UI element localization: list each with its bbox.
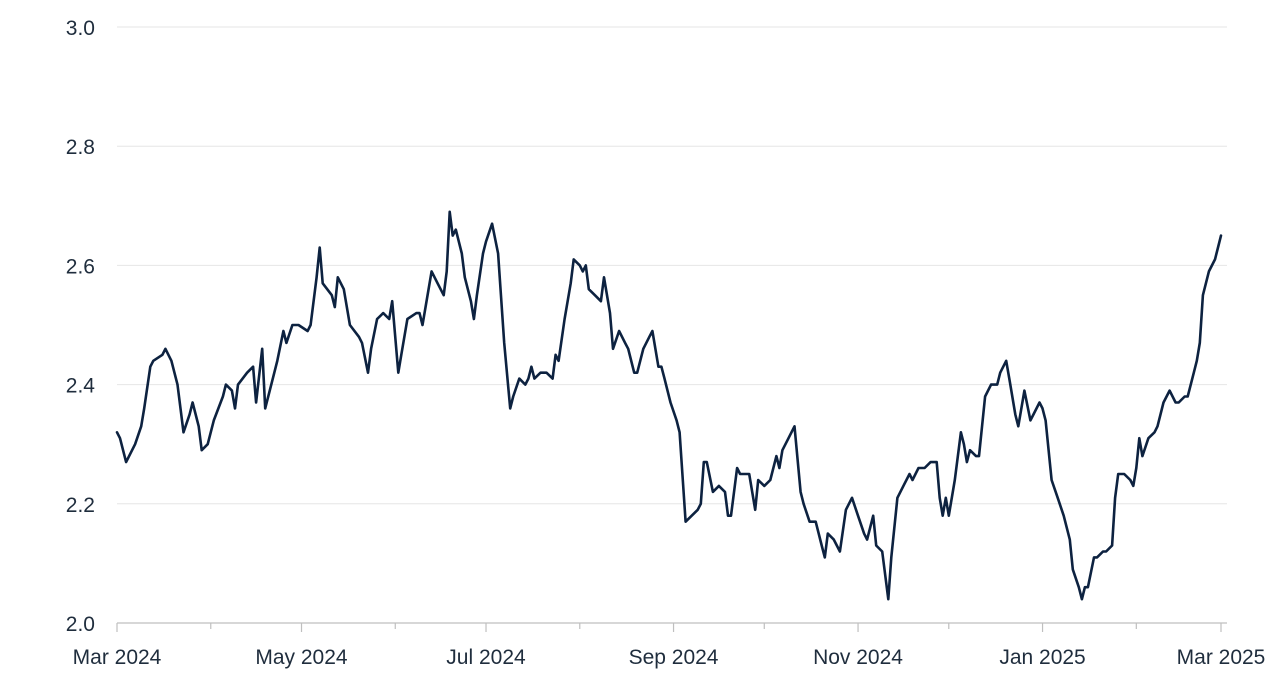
gridlines — [117, 26, 1227, 505]
series-layer — [115, 210, 1223, 601]
y-tick-label-2.8: 2.8 — [66, 136, 95, 159]
x-axis — [116, 622, 1227, 632]
x-tick-label-2: Jul 2024 — [446, 646, 526, 669]
y-tick-label-2.0: 2.0 — [66, 613, 95, 636]
x-axis-tick-labels: Mar 2024 May 2024 Jul 2024 Sep 2024 Nov 2024… — [73, 646, 1266, 669]
y-tick-label-2.2: 2.2 — [66, 494, 95, 517]
series-line-0 — [115, 210, 1223, 601]
x-tick-label-3: Sep 2024 — [629, 646, 719, 669]
x-tick-label-1: May 2024 — [255, 646, 348, 669]
y-axis-tick-labels: 2.0 2.2 2.4 2.6 2.8 3.0 — [66, 17, 96, 636]
y-tick-label-2.4: 2.4 — [66, 375, 96, 398]
x-tick-label-6: Mar 2025 — [1177, 646, 1266, 669]
x-tick-label-4: Nov 2024 — [813, 646, 903, 669]
y-tick-label-2.6: 2.6 — [66, 255, 95, 278]
y-tick-label-3.0: 3.0 — [66, 17, 95, 40]
x-tick-label-0: Mar 2024 — [73, 646, 162, 669]
x-tick-label-5: Jan 2025 — [999, 646, 1085, 669]
